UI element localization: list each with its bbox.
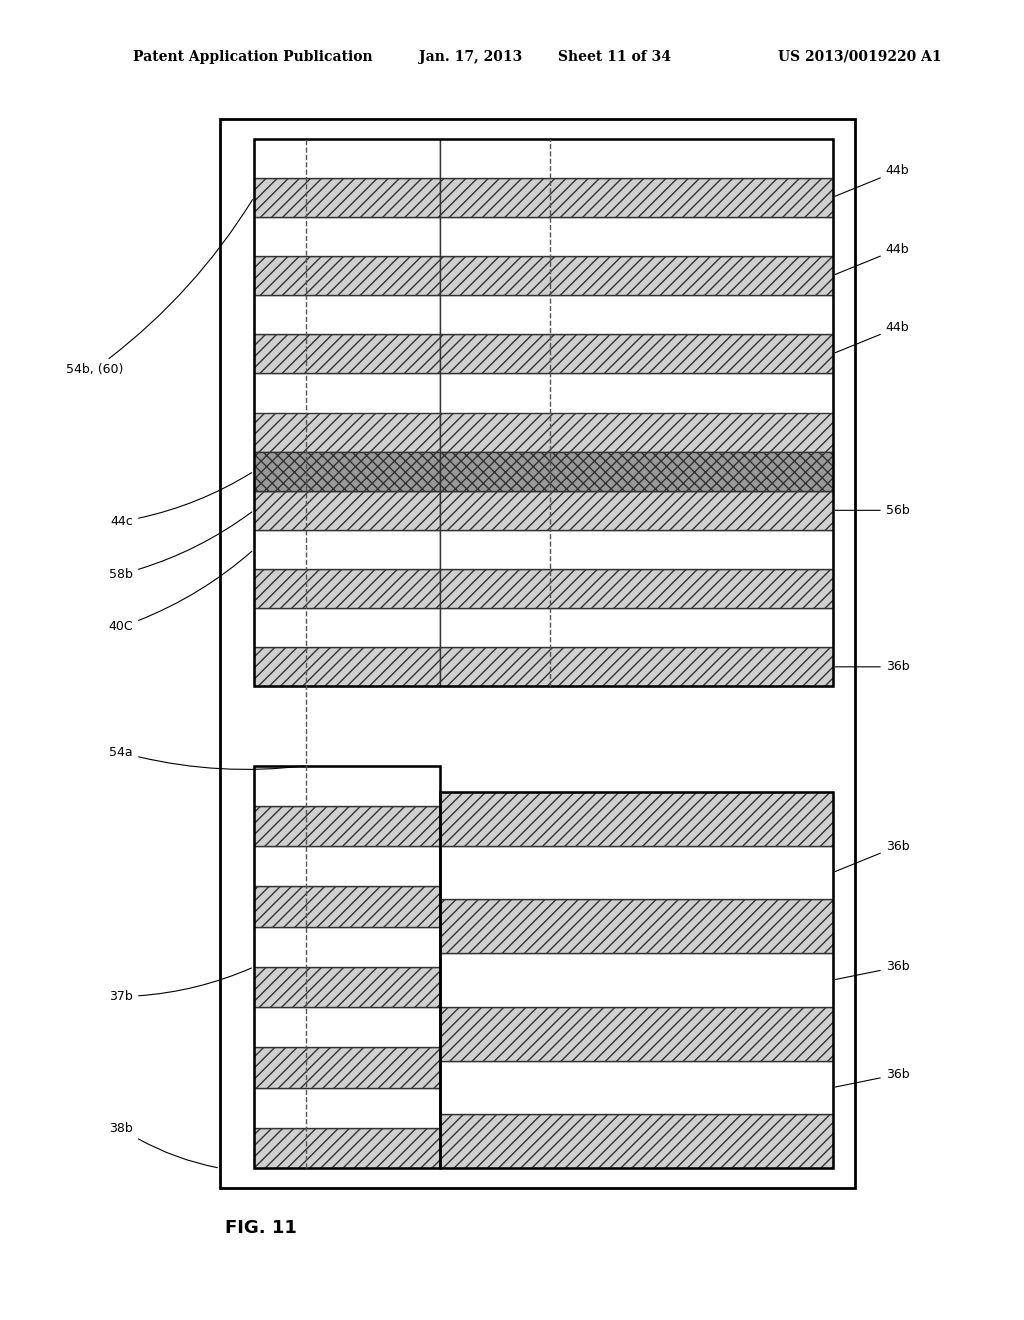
Bar (254, 968, 440, 1007)
Bar (254, 766, 440, 1168)
Bar (254, 1127, 440, 1168)
Bar (440, 953, 833, 1007)
Bar (254, 529, 440, 569)
Bar (254, 334, 440, 374)
Bar (254, 569, 440, 609)
Bar (440, 846, 833, 899)
Bar (440, 899, 833, 953)
Bar (254, 609, 440, 647)
Text: 54a: 54a (110, 746, 303, 770)
Bar (254, 296, 440, 334)
Bar (440, 647, 833, 686)
Bar (440, 609, 833, 647)
Text: 38b: 38b (110, 1122, 217, 1168)
Text: 36b: 36b (836, 660, 909, 673)
Bar (254, 451, 440, 491)
Text: 44b: 44b (836, 243, 909, 275)
Bar (254, 374, 440, 412)
Bar (254, 451, 440, 491)
Text: 56b: 56b (836, 504, 909, 517)
Bar (254, 216, 440, 256)
Text: 36b: 36b (836, 1068, 909, 1088)
Bar (440, 491, 833, 529)
Bar (440, 792, 833, 1168)
Bar (440, 451, 833, 491)
Bar (440, 569, 833, 609)
Text: Jan. 17, 2013: Jan. 17, 2013 (420, 50, 522, 63)
Bar (440, 792, 833, 846)
Bar (254, 927, 440, 966)
Bar (254, 647, 440, 686)
Text: 37b: 37b (110, 968, 252, 1003)
Bar (440, 1114, 833, 1168)
Bar (440, 1061, 833, 1114)
Bar (220, 119, 855, 1188)
Bar (254, 1088, 440, 1127)
Bar (440, 139, 833, 178)
Bar (254, 491, 440, 529)
Text: US 2013/0019220 A1: US 2013/0019220 A1 (778, 50, 942, 63)
Bar (254, 1007, 440, 1048)
Text: 44b: 44b (836, 165, 909, 197)
Bar (254, 256, 440, 296)
Bar (440, 451, 833, 491)
Text: 44b: 44b (836, 321, 909, 352)
Bar (254, 805, 440, 846)
Bar (440, 296, 833, 334)
Text: Patent Application Publication: Patent Application Publication (133, 50, 373, 63)
Text: 58b: 58b (110, 512, 252, 581)
Bar (440, 334, 833, 374)
Bar (440, 529, 833, 569)
Text: 40C: 40C (109, 552, 252, 634)
Bar (440, 374, 833, 412)
Text: 44c: 44c (111, 473, 252, 528)
Bar (254, 178, 440, 216)
Bar (254, 412, 440, 451)
Bar (440, 256, 833, 296)
Bar (440, 178, 833, 216)
Bar (440, 216, 833, 256)
Bar (254, 846, 440, 887)
Text: 54b, (60): 54b, (60) (66, 199, 253, 376)
Bar (440, 412, 833, 451)
Text: FIG. 11: FIG. 11 (225, 1218, 297, 1237)
Bar (254, 139, 440, 178)
Text: Sheet 11 of 34: Sheet 11 of 34 (558, 50, 671, 63)
Bar (254, 139, 833, 686)
Bar (254, 887, 440, 927)
Text: 36b: 36b (836, 961, 909, 979)
Bar (440, 1007, 833, 1061)
Text: 36b: 36b (836, 840, 909, 871)
Bar (254, 1048, 440, 1088)
Bar (254, 766, 440, 805)
